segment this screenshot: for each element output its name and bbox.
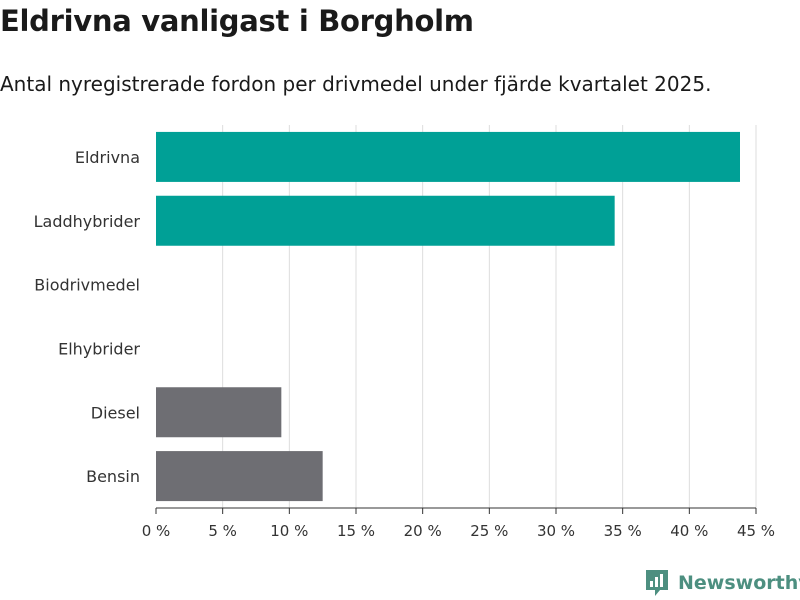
bar bbox=[156, 195, 615, 246]
newsworthy-logo: Newsworthy bbox=[644, 568, 800, 598]
x-tick-label: 40 % bbox=[670, 522, 708, 540]
x-tick-label: 5 % bbox=[208, 522, 237, 540]
category-label: Eldrivna bbox=[75, 148, 140, 167]
x-tick-label: 10 % bbox=[270, 522, 308, 540]
page-subtitle: Antal nyregistrerade fordon per drivmede… bbox=[0, 72, 712, 96]
newsworthy-logo-icon bbox=[646, 570, 668, 596]
category-label: Biodrivmedel bbox=[34, 276, 140, 295]
page-title: Eldrivna vanligast i Borgholm bbox=[0, 4, 474, 38]
bar bbox=[156, 131, 740, 182]
category-label: Diesel bbox=[91, 403, 140, 422]
bar bbox=[156, 451, 323, 502]
newsworthy-logo-text: Newsworthy bbox=[678, 572, 800, 594]
category-label: Laddhybrider bbox=[34, 212, 141, 231]
x-tick-label: 30 % bbox=[537, 522, 575, 540]
x-tick-label: 15 % bbox=[337, 522, 375, 540]
category-label: Elhybrider bbox=[58, 339, 140, 358]
x-tick-label: 0 % bbox=[142, 522, 171, 540]
x-tick-label: 20 % bbox=[404, 522, 442, 540]
x-tick-label: 45 % bbox=[737, 522, 775, 540]
x-tick-label: 35 % bbox=[604, 522, 642, 540]
bar bbox=[156, 387, 282, 438]
category-label: Bensin bbox=[86, 467, 140, 486]
x-tick-label: 25 % bbox=[470, 522, 508, 540]
